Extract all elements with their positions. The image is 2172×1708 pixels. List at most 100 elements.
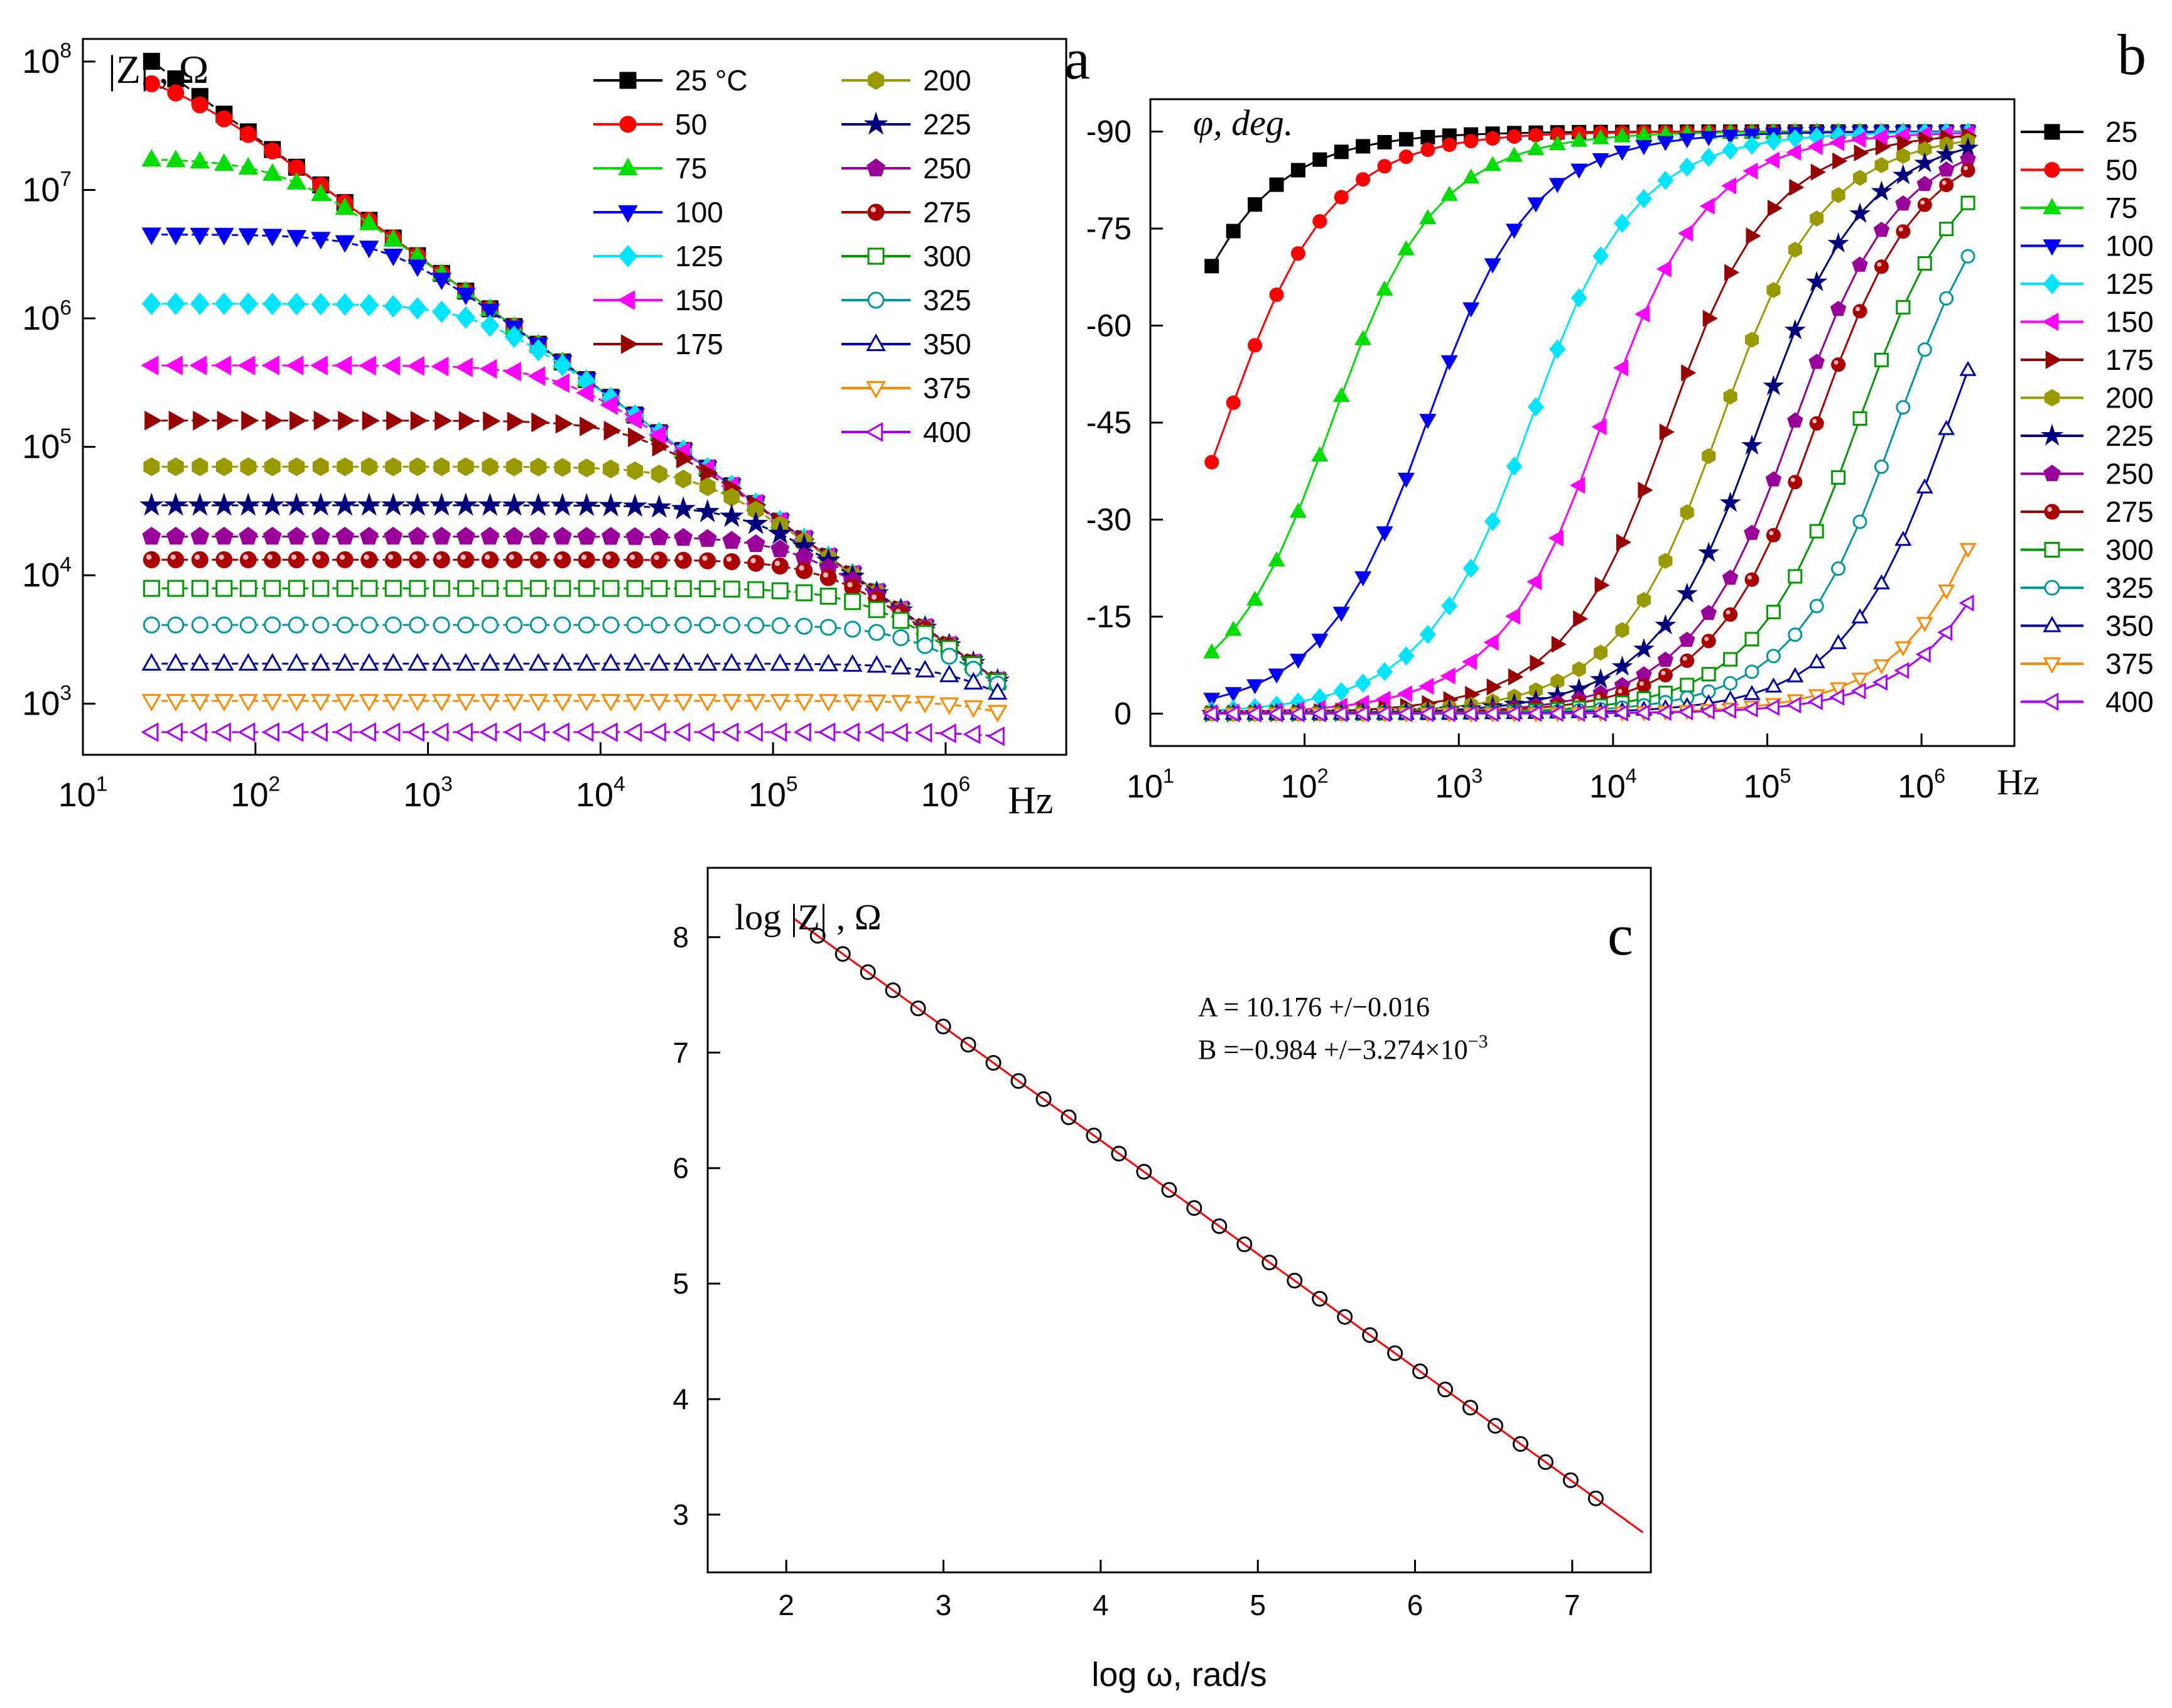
panel-b-point-1-11 — [1442, 138, 1457, 153]
panel-b-point-15-28 — [1807, 693, 1823, 711]
panel-b-point-7-28 — [1810, 210, 1824, 227]
panel-b-point-8-20 — [1633, 637, 1655, 659]
panel-c-ytick-label-1: 4 — [673, 1383, 689, 1415]
panel-a-point-6-17 — [555, 414, 573, 434]
panel-b-point-10-21 — [1658, 668, 1673, 683]
panel-b-point-10-22-highlight — [1682, 656, 1687, 661]
panel-b-point-3-4 — [1289, 654, 1307, 669]
panel-b-point-10-35-highlight — [1964, 166, 1969, 171]
panel-a-legend-label-7: 200 — [923, 64, 971, 97]
panel-a-point-15-27 — [793, 722, 811, 742]
panel-b-point-4-17 — [1570, 288, 1587, 308]
panel-b-point-6-22 — [1681, 364, 1697, 382]
panel-a-point-4-7 — [311, 293, 330, 316]
panel-c-fit-b-exp: −3 — [1468, 1031, 1488, 1052]
panel-b-legend-label-2: 75 — [2105, 192, 2137, 224]
panel-b-point-5-24 — [1721, 177, 1737, 195]
panel-a-point-10-30-highlight — [871, 594, 877, 600]
panel-a-point-12-20 — [626, 616, 644, 634]
panel-a-point-2-6 — [286, 171, 307, 190]
panel-a-point-10-24 — [723, 553, 740, 570]
panel-b-xtick-label-4-base: 10 — [1744, 769, 1780, 805]
panel-b-xtick-label-2: 103 — [1435, 765, 1483, 805]
panel-a-point-12-30 — [868, 624, 885, 641]
panel-a-point-4-3 — [214, 292, 234, 315]
panel-a-point-8-8 — [332, 492, 357, 516]
panel-a-point-12-29 — [844, 620, 862, 638]
panel-a-point-12-2 — [191, 616, 208, 634]
panel-a-point-11-12 — [433, 580, 450, 597]
panel-b-phase-angle: 101 102 103 104 105 106-90-75-60-45-30-150 25… — [1086, 23, 2154, 805]
panel-b-point-3-3 — [1268, 668, 1285, 684]
panel-a-point-14-24 — [721, 694, 742, 712]
panel-a-point-8-11 — [405, 492, 430, 516]
panel-b-legend-marker-12 — [2044, 580, 2060, 596]
panel-b-point-5-9 — [1397, 685, 1412, 703]
panel-a-point-10-8-highlight — [339, 554, 345, 560]
panel-a-point-11-13 — [457, 580, 475, 597]
panel-b-legend-marker-14 — [2043, 657, 2061, 674]
panel-b-point-8-23 — [1698, 541, 1720, 562]
panel-a-point-10-0-highlight — [146, 554, 152, 560]
panel-a-series-6 — [144, 411, 1008, 691]
panel-a-point-10-14-highlight — [484, 554, 490, 560]
panel-b-point-5-15 — [1526, 573, 1542, 591]
panel-a-point-10-2 — [191, 551, 208, 568]
panel-c-point-17 — [1236, 1236, 1253, 1253]
panel-a-series-line-14 — [151, 700, 998, 713]
panel-b-xtick-label-5-exp: 6 — [1934, 765, 1945, 787]
panel-b-point-2-11 — [1440, 185, 1458, 201]
panel-a-series-13 — [141, 653, 1008, 700]
panel-a-point-14-15 — [504, 694, 524, 712]
panel-a-point-9-21 — [649, 527, 669, 546]
panel-a-point-9-2 — [190, 526, 210, 545]
panel-a-point-12-6 — [288, 616, 305, 634]
panel-b-point-15-34 — [1937, 624, 1953, 641]
panel-a-point-4-2 — [190, 292, 210, 315]
panel-b-point-15-9 — [1397, 705, 1412, 723]
panel-a-point-11-3 — [215, 580, 233, 597]
panel-b-point-13-35 — [1959, 360, 1977, 376]
panel-a-point-12-21 — [651, 616, 668, 634]
panel-b-point-7-22 — [1680, 504, 1694, 521]
panel-a-point-4-5 — [262, 292, 282, 315]
panel-a-point-10-13-highlight — [460, 554, 466, 560]
panel-b-point-15-29 — [1829, 688, 1845, 706]
panel-a-point-15-19 — [600, 722, 618, 742]
panel-b-legend-label-6: 175 — [2105, 343, 2154, 376]
panel-b-point-13-33 — [1916, 478, 1933, 494]
panel-a-xtick-label-1-exp: 2 — [269, 773, 281, 796]
panel-a-legend-label-4: 125 — [675, 240, 723, 273]
panel-a-point-9-26 — [770, 539, 790, 558]
panel-b-point-10-32-highlight — [1898, 227, 1903, 232]
panel-a-ytick-label-0-exp: 3 — [60, 681, 72, 705]
panel-a-point-15-33 — [938, 723, 956, 743]
panel-b-point-15-3 — [1267, 705, 1283, 723]
panel-a-point-10-18-highlight — [581, 554, 587, 560]
panel-b-point-3-23 — [1700, 131, 1717, 146]
panel-a-legend-label-9: 250 — [923, 152, 971, 185]
panel-a-point-10-26 — [771, 557, 789, 575]
panel-a-point-14-4 — [238, 694, 259, 712]
panel-b-point-10-31 — [1874, 259, 1889, 274]
panel-a-legend-label-14: 375 — [923, 372, 971, 404]
panel-a-point-2-9 — [359, 212, 379, 230]
panel-a-point-2-7 — [311, 183, 331, 202]
panel-a-xlabel: Hz — [1008, 779, 1053, 822]
panel-a-ytick-label-3-base: 10 — [22, 300, 60, 337]
panel-a-point-4-1 — [166, 292, 185, 315]
panel-a-point-2-5 — [262, 163, 283, 181]
panel-a-plot-frame — [82, 38, 1067, 756]
panel-a-legend-marker-5 — [617, 290, 635, 310]
panel-b-series-12 — [1204, 249, 1975, 721]
panel-a-point-6-8 — [338, 411, 356, 431]
panel-a-point-14-22 — [673, 694, 693, 712]
panel-a-point-14-5 — [262, 694, 283, 712]
panel-a-point-3-14 — [480, 303, 500, 322]
panel-a-point-9-22 — [674, 527, 693, 546]
panel-a-point-2-8 — [335, 197, 355, 215]
panel-a-point-4-13 — [456, 306, 475, 329]
panel-a-point-8-6 — [284, 492, 309, 516]
panel-a-point-15-30 — [866, 722, 884, 743]
panel-a-point-11-8 — [336, 580, 354, 597]
